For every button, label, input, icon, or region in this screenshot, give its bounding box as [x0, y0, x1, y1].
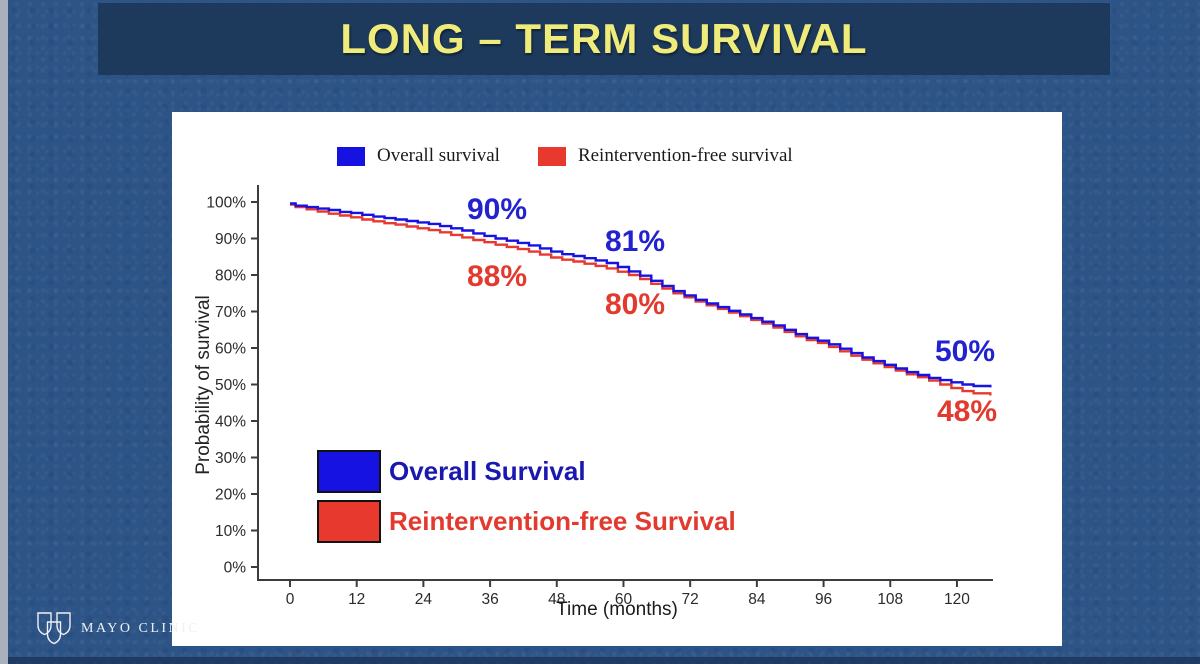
- y-tick-label: 50%: [215, 377, 246, 394]
- mayo-shields-icon: [37, 612, 71, 645]
- survival-curve-overall-survival: [290, 202, 992, 388]
- x-tick-label: 108: [877, 591, 903, 608]
- inner-legend: Overall Survival Reintervention-free Sur…: [317, 450, 736, 550]
- x-tick-label: 96: [815, 591, 832, 608]
- x-tick-label: 60: [615, 591, 633, 608]
- chart-panel: Overall survival Reintervention-free sur…: [172, 112, 1062, 646]
- x-tick-label: 24: [415, 591, 433, 608]
- y-tick-label: 60%: [215, 341, 246, 358]
- left-edge-strip: [0, 0, 8, 664]
- annotation-36mo-reintervention: 88%: [466, 260, 528, 293]
- overall-legend-swatch: [337, 146, 365, 166]
- legend-item-overall: Overall survival: [337, 145, 500, 167]
- x-axis-title: Time (months): [556, 599, 678, 620]
- annotation-120mo-reintervention: 48%: [936, 395, 998, 428]
- annotation-36mo-overall: 90%: [466, 193, 528, 226]
- inner-legend-item-reintervention: Reintervention-free Survival: [317, 500, 736, 543]
- y-axis-title: Probability of survival: [193, 295, 214, 475]
- y-tick-label: 10%: [215, 523, 246, 540]
- annotation-60mo-overall: 81%: [604, 225, 666, 258]
- mayo-clinic-logo: MAYO CLINIC: [36, 610, 200, 648]
- y-tick-label: 0%: [224, 560, 247, 577]
- x-tick-label: 0: [286, 591, 295, 608]
- reintervention-legend-swatch: [537, 146, 566, 166]
- bottom-shade: [8, 657, 1200, 664]
- x-tick-label: 36: [481, 591, 498, 608]
- x-tick-label: 120: [944, 591, 970, 608]
- legend-item-reintervention: Reintervention-free survival: [537, 145, 793, 167]
- y-tick-label: 80%: [215, 268, 246, 285]
- title-bar: LONG – TERM SURVIVAL: [98, 3, 1110, 75]
- y-tick-label: 90%: [215, 231, 246, 248]
- x-tick-label: 84: [748, 591, 766, 608]
- inner-legend-item-overall: Overall Survival: [317, 450, 736, 493]
- axis-lines: [257, 185, 993, 581]
- y-tick-label: 30%: [215, 450, 246, 467]
- annotation-60mo-reintervention: 80%: [604, 288, 666, 321]
- x-tick-label: 48: [548, 591, 565, 608]
- y-tick-label: 20%: [215, 487, 246, 504]
- legend-label: Overall survival: [377, 145, 500, 166]
- x-tick-label: 12: [348, 591, 365, 608]
- annotation-120mo-overall: 50%: [934, 335, 996, 368]
- top-legend: Overall survival Reintervention-free sur…: [337, 145, 793, 167]
- inner-legend-label: Reintervention-free Survival: [389, 506, 736, 536]
- legend-label: Reintervention-free survival: [577, 145, 793, 166]
- slide-title: LONG – TERM SURVIVAL: [340, 15, 868, 62]
- overall-inner-swatch: [317, 450, 381, 493]
- y-tick-label: 100%: [206, 195, 246, 212]
- reintervention-inner-swatch: [317, 500, 381, 543]
- x-tick-label: 72: [682, 591, 699, 608]
- survival-chart: 0% 10% 20% 30% 40% 50% 60% 70% 80% 90% 100% 0 12 24 36…: [206, 185, 993, 608]
- mayo-logo-text: MAYO CLINIC: [81, 621, 201, 636]
- y-tick-label: 70%: [215, 304, 246, 321]
- y-tick-label: 40%: [215, 414, 246, 431]
- inner-legend-label: Overall Survival: [389, 456, 586, 486]
